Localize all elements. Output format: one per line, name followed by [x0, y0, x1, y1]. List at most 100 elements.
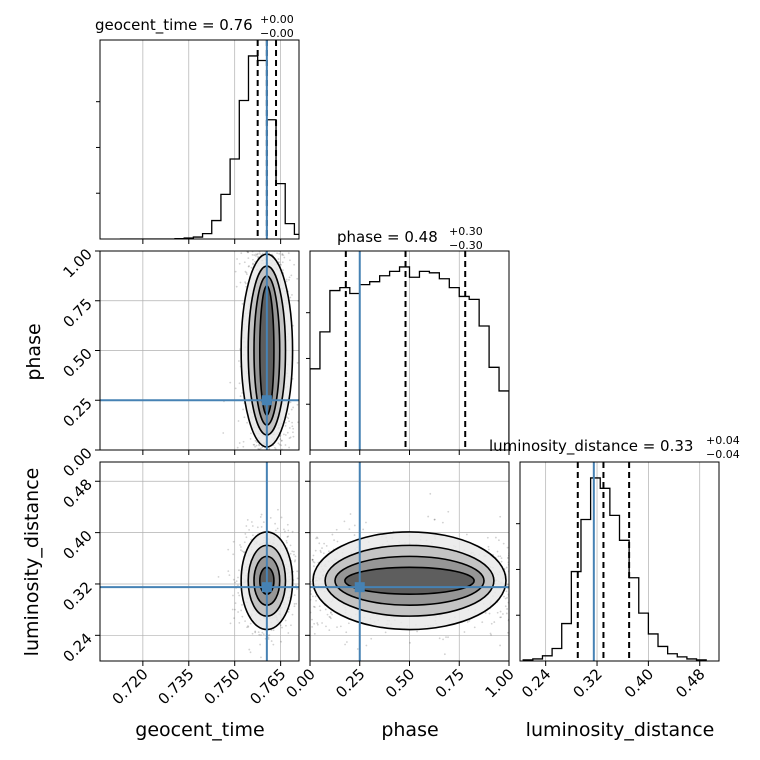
density-geocent-time-vs-phase-ytick-label-0: 0.00: [59, 444, 95, 480]
density-phase-vs-luminosity-distance-point: [433, 518, 436, 521]
density-geocent-time-vs-phase-point: [254, 439, 257, 442]
density-geocent-time-vs-phase-point: [292, 427, 295, 430]
density-geocent-time-vs-phase-point: [279, 438, 282, 441]
hist-phase-bar-1: [320, 332, 330, 450]
density-phase-vs-luminosity-distance-point: [506, 546, 509, 549]
density-geocent-time-vs-luminosity-distance-point: [248, 648, 251, 651]
density-geocent-time-vs-phase-point: [291, 294, 293, 296]
density-geocent-time-vs-luminosity-distance-point: [245, 525, 248, 527]
density-phase-vs-luminosity-distance-point: [484, 612, 487, 614]
density-geocent-time-vs-luminosity-distance-point: [258, 633, 261, 636]
density-geocent-time-vs-phase-point: [235, 285, 238, 288]
xlabel-luminosity-distance: luminosity_distance: [526, 719, 715, 741]
density-geocent-time-vs-phase-point: [245, 271, 248, 274]
density-geocent-time-vs-phase-point: [284, 421, 287, 424]
title-luminosity-distance: luminosity_distance = 0.33 +0.04 −0.04: [489, 434, 740, 461]
density-geocent-time-vs-luminosity-distance-point: [234, 581, 236, 584]
density-phase-vs-luminosity-distance-point: [356, 648, 359, 650]
density-geocent-time-vs-luminosity-distance-point: [234, 602, 237, 605]
density-geocent-time-vs-luminosity-distance-point: [246, 519, 249, 521]
density-geocent-time-vs-luminosity-distance-point: [244, 620, 246, 623]
density-geocent-time-vs-phase-point: [273, 446, 276, 449]
density-geocent-time-vs-luminosity-distance-point: [274, 529, 277, 532]
density-phase-vs-luminosity-distance-point: [502, 613, 504, 615]
density-phase-vs-luminosity-distance-point: [312, 554, 315, 557]
density-phase-vs-luminosity-distance-xtick-label-3: 0.75: [432, 665, 468, 701]
density-geocent-time-vs-phase-point: [280, 263, 283, 266]
title-phase-plus: +0.30: [449, 225, 483, 238]
density-geocent-time-vs-luminosity-distance-point: [296, 570, 299, 573]
panels: 0.24 0.32 0.40 0.480.000.250.500.751.000.72…: [59, 39, 720, 708]
density-phase-vs-luminosity-distance-point: [438, 637, 441, 640]
density-phase-vs-luminosity-distance-point: [328, 615, 331, 618]
density-geocent-time-vs-phase-point: [247, 257, 250, 260]
density-geocent-time-vs-phase-point: [288, 437, 291, 440]
hist-geocent-time-bar-10: [212, 221, 221, 239]
density-geocent-time-vs-phase-point: [257, 246, 259, 248]
hist-luminosity-distance-bar-8: [600, 488, 610, 661]
density-phase-vs-luminosity-distance-point: [502, 542, 505, 545]
density-geocent-time-vs-phase-point: [288, 276, 291, 279]
density-geocent-time-vs-phase-point: [242, 445, 245, 448]
density-geocent-time-vs-phase-point: [296, 277, 299, 280]
density-geocent-time-vs-phase-point: [287, 413, 290, 415]
density-geocent-time-vs-phase-point: [258, 252, 261, 255]
density-phase-vs-luminosity-distance-point: [320, 551, 322, 553]
density-geocent-time-vs-phase-point: [243, 416, 246, 419]
density-geocent-time-vs-luminosity-distance-point: [303, 587, 305, 589]
density-geocent-time-vs-luminosity-distance-point: [238, 569, 240, 572]
hist-luminosity-distance-xtick-label-0: 0.24: [518, 665, 554, 701]
density-phase-vs-luminosity-distance-point: [442, 638, 444, 641]
density-geocent-time-vs-luminosity-distance-point: [277, 508, 279, 511]
density-geocent-time-vs-phase-point: [278, 252, 281, 255]
density-phase-vs-luminosity-distance-point: [487, 548, 490, 551]
density-phase-vs-luminosity-distance-point: [466, 621, 469, 623]
density-geocent-time-vs-phase-point: [289, 401, 292, 404]
density-geocent-time-vs-phase-point: [256, 252, 259, 255]
density-phase-vs-luminosity-distance-point: [512, 559, 514, 561]
density-geocent-time-vs-luminosity-distance-ytick-label-0: 0.24: [59, 629, 95, 665]
hist-luminosity-distance-xtick-label-1: 0.32: [570, 665, 606, 701]
density-phase-vs-luminosity-distance-point: [315, 537, 317, 540]
hist-phase-bar-13: [439, 279, 449, 450]
density-phase-vs-luminosity-distance-point: [506, 596, 508, 599]
density-geocent-time-vs-phase-point: [296, 361, 299, 364]
density-geocent-time-vs-phase-point: [244, 270, 247, 273]
density-phase-vs-luminosity-distance-point: [505, 566, 508, 569]
density-phase-vs-luminosity-distance-plot: [310, 462, 514, 661]
density-geocent-time-vs-luminosity-distance-point: [247, 626, 250, 628]
density-phase-vs-luminosity-distance-point: [490, 622, 493, 625]
density-phase-vs-luminosity-distance-point: [506, 583, 509, 586]
density-geocent-time-vs-phase-point: [241, 392, 244, 394]
density-geocent-time-vs-luminosity-distance-point: [248, 529, 250, 531]
density-geocent-time-vs-luminosity-distance-point: [276, 527, 279, 530]
density-phase-vs-luminosity-distance-point: [512, 528, 514, 530]
density-geocent-time-vs-luminosity-distance-point: [284, 530, 286, 533]
density-geocent-time-vs-luminosity-distance-point: [272, 643, 275, 646]
density-geocent-time-vs-luminosity-distance-point: [280, 640, 283, 643]
density-geocent-time-vs-phase-point: [304, 353, 306, 355]
density-geocent-time-vs-phase-point: [280, 439, 283, 442]
density-phase-vs-luminosity-distance-point: [313, 622, 316, 625]
hist-luminosity-distance-bar-12: [639, 613, 649, 661]
density-geocent-time-vs-phase-point: [268, 248, 270, 250]
density-geocent-time-vs-phase-point: [267, 247, 269, 249]
density-geocent-time-vs-luminosity-distance-point: [259, 516, 262, 518]
density-phase-vs-luminosity-distance-point: [499, 555, 502, 558]
hist-phase-bar-6: [370, 282, 380, 450]
density-geocent-time-vs-luminosity-distance-point: [293, 550, 295, 553]
density-geocent-time-vs-luminosity-distance-point: [267, 636, 270, 639]
density-phase-vs-luminosity-distance-point: [497, 555, 500, 558]
density-phase-vs-luminosity-distance-point: [447, 636, 449, 639]
hist-phase-bar-10: [410, 277, 420, 450]
density-phase-vs-luminosity-distance-point: [512, 575, 514, 577]
density-phase-vs-luminosity-distance-point: [499, 515, 502, 518]
density-phase-vs-luminosity-distance-point: [499, 616, 502, 619]
density-geocent-time-vs-luminosity-distance-point: [302, 605, 304, 607]
density-phase-vs-luminosity-distance-point: [500, 560, 503, 563]
hist-luminosity-distance-bar-10: [620, 540, 630, 661]
density-geocent-time-vs-luminosity-distance-point: [285, 539, 288, 542]
density-geocent-time-vs-phase-point: [243, 247, 245, 249]
density-geocent-time-vs-phase-plot: [100, 246, 306, 450]
density-phase-vs-luminosity-distance-point: [496, 611, 499, 614]
